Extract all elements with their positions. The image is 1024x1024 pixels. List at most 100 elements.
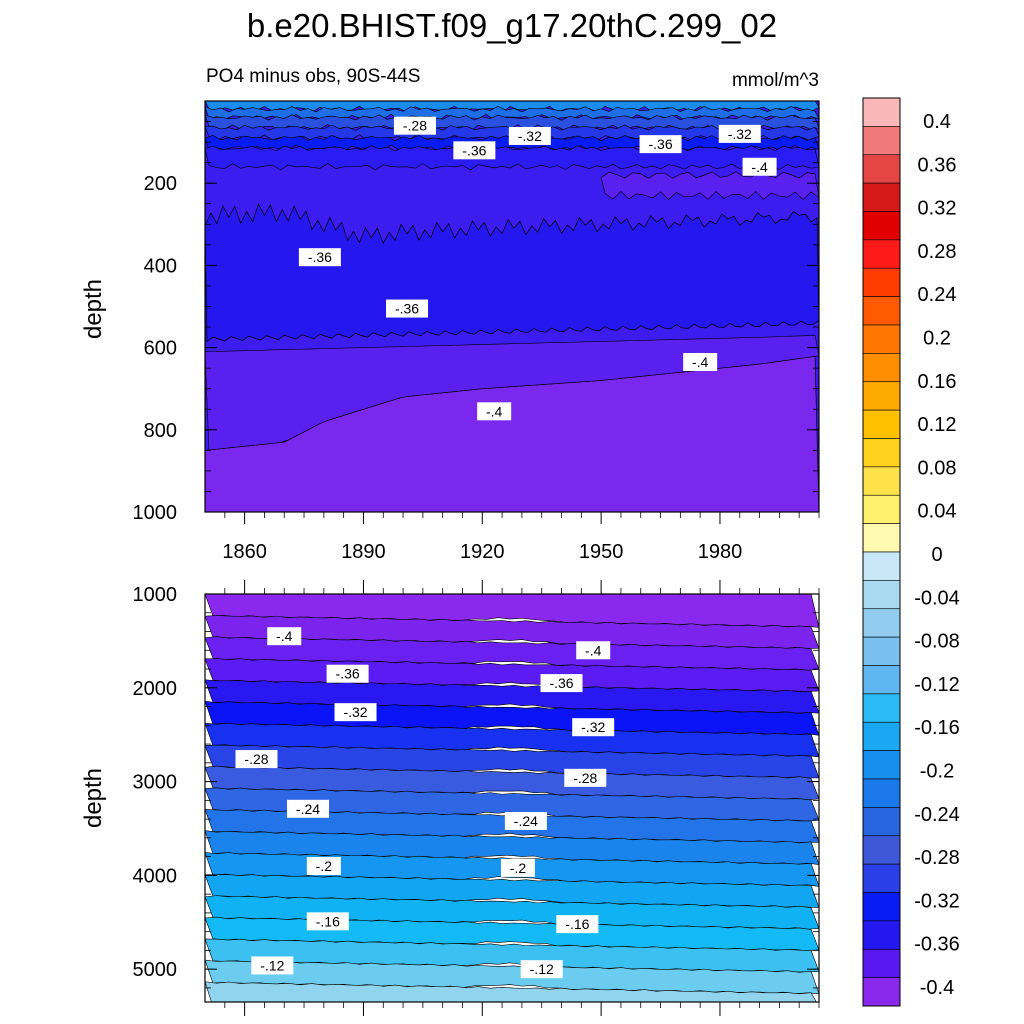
contour-label-text: -.4 — [486, 403, 503, 419]
contour-label-text: -.32 — [518, 128, 542, 144]
contour-label-text: -.24 — [514, 813, 538, 829]
y-tick-label: 5000 — [133, 959, 178, 981]
colorbar-swatch — [862, 239, 901, 269]
colorbar-swatch — [862, 580, 901, 610]
contour-label-text: -.4 — [276, 628, 293, 644]
contour-label: -.4 — [683, 352, 718, 371]
colorbar-label: -0.2 — [920, 761, 954, 783]
contour-label: -.36 — [326, 664, 369, 683]
bottom-contour-band — [205, 830, 819, 865]
contour-label: -.12 — [251, 956, 294, 975]
chart-title: b.e20.BHIST.f09_g17.20thC.299_02 — [247, 7, 777, 44]
contour-label-text: -.36 — [549, 675, 573, 691]
colorbar-label: 0.28 — [918, 241, 957, 263]
colorbar-swatch — [862, 211, 901, 241]
top-contour-band — [205, 203, 819, 343]
colorbar-label: -0.08 — [914, 631, 960, 653]
colorbar-swatch — [862, 721, 901, 751]
colorbar-label: 0.36 — [918, 154, 957, 176]
contour-label-text: -.24 — [296, 801, 320, 817]
bottom-plot-frame — [204, 593, 820, 1003]
contour-label-text: -.36 — [395, 301, 419, 317]
colorbar-label: 0.2 — [923, 328, 951, 350]
colorbar-swatch — [862, 948, 901, 978]
contour-label-text: -.32 — [581, 719, 605, 735]
y-tick-label: 600 — [144, 338, 177, 360]
colorbar-label: 0.16 — [918, 371, 957, 393]
colorbar-swatch — [862, 977, 901, 1007]
colorbar-swatch — [862, 636, 901, 666]
colorbar-swatch — [862, 296, 901, 326]
contour-label-text: -.32 — [728, 126, 752, 142]
contour-label-text: -.16 — [316, 913, 340, 929]
colorbar-swatch — [862, 863, 901, 893]
contour-label-text: -.28 — [244, 751, 268, 767]
colorbar-swatch — [862, 835, 901, 865]
contour-label-text: -.36 — [462, 142, 486, 158]
colorbar-swatch — [862, 494, 901, 524]
colorbar-swatch — [862, 381, 901, 411]
panel-subtitle: PO4 minus obs, 90S-44S — [206, 66, 420, 87]
colorbar-swatch — [862, 267, 901, 297]
colorbar-label: -0.36 — [914, 934, 960, 956]
contour-label: -.4 — [576, 641, 611, 660]
colorbar-swatch — [862, 608, 901, 638]
colorbar-swatch — [862, 523, 901, 553]
x-tick-label: 1950 — [579, 541, 624, 563]
colorbar-swatch — [862, 920, 901, 950]
contour-label: -.28 — [393, 116, 436, 135]
contour-label-text: -.12 — [530, 961, 554, 977]
colorbar-swatch — [862, 324, 901, 354]
contour-label: -.36 — [298, 248, 341, 267]
colorbar-swatch — [862, 665, 901, 695]
colorbar-label: 0.04 — [918, 501, 957, 523]
contour-label: -.32 — [334, 703, 377, 722]
contour-label-text: -.12 — [260, 957, 284, 973]
contour-label: -.24 — [286, 799, 329, 818]
colorbar-label: -0.4 — [920, 977, 954, 999]
colorbar-frame — [862, 97, 901, 1007]
colorbar-label: -0.12 — [914, 674, 960, 696]
top-contour-band — [600, 171, 819, 201]
contour-label-text: -.36 — [308, 249, 332, 265]
colorbar-label: -0.04 — [914, 587, 960, 609]
y-tick-label: 200 — [144, 173, 177, 195]
colorbar-swatch — [862, 807, 901, 837]
contour-label-text: -.2 — [316, 858, 333, 874]
contour-label: -.4 — [477, 402, 512, 421]
contour-label-text: -.28 — [573, 770, 597, 786]
contour-label-text: -.4 — [692, 354, 709, 370]
y-tick-label: 1000 — [133, 584, 178, 606]
colorbar-label: -0.16 — [914, 717, 960, 739]
y-tick-label: 1000 — [133, 502, 178, 524]
contour-label: -.32 — [572, 718, 615, 737]
colorbar-label: -0.24 — [914, 804, 960, 826]
contour-label-text: -.4 — [751, 159, 768, 175]
y-tick-label: 3000 — [133, 772, 178, 794]
y-tick-label: 800 — [144, 420, 177, 442]
contour-label: -.36 — [639, 135, 682, 154]
colorbar-swatch — [862, 892, 901, 922]
colorbar-swatch — [862, 438, 901, 468]
top-panel: -.28 -.36 -.32 -.36 -.32 -.4 -.36 -.36 -.4 -.4 200… — [133, 100, 820, 563]
contour-label-text: -.28 — [403, 118, 427, 134]
colorbar-swatch — [862, 693, 901, 723]
x-tick-label: 1860 — [222, 541, 267, 563]
colorbar-label: 0 — [931, 544, 942, 566]
colorbar-swatch — [862, 97, 901, 127]
colorbar-label: 0.32 — [918, 198, 957, 220]
y-axis-label-bottom: depth — [80, 768, 107, 828]
bottom-contour-band — [205, 981, 817, 1002]
contour-label-text: -.4 — [585, 642, 602, 658]
colorbar-swatch — [862, 551, 901, 581]
y-tick-label: 400 — [144, 255, 177, 277]
contour-label: -.28 — [235, 750, 278, 769]
contour-label: -.36 — [386, 299, 429, 318]
colorbar-label: 0.4 — [923, 111, 951, 133]
contour-label-text: -.2 — [510, 860, 527, 876]
colorbar-label: 0.08 — [918, 457, 957, 479]
contour-label: -.28 — [564, 768, 607, 787]
contour-label-text: -.36 — [648, 136, 672, 152]
x-tick-label: 1890 — [341, 541, 386, 563]
contour-label: -.36 — [453, 141, 496, 160]
